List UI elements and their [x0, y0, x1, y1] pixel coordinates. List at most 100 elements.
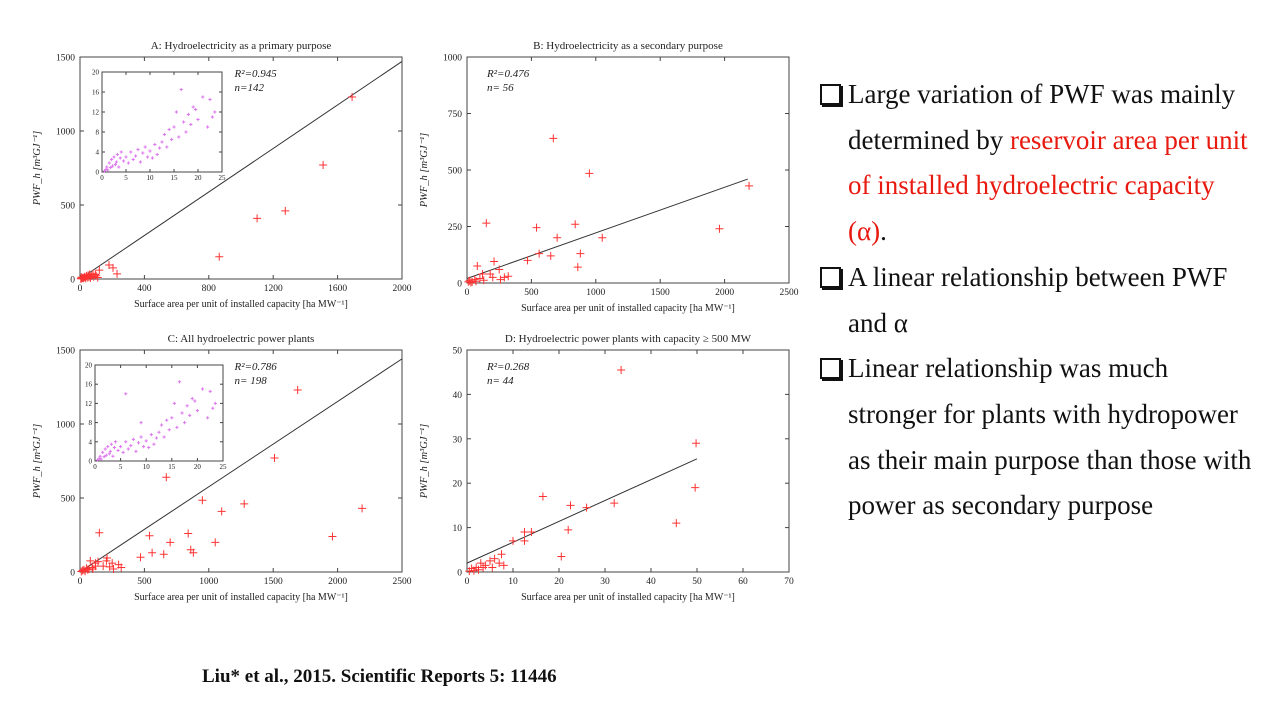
- data-point: [549, 134, 558, 143]
- inset-data-point: [213, 110, 217, 114]
- plot-frame: [466, 349, 790, 573]
- stat-label: n=142: [235, 82, 265, 94]
- inset-data-point: [201, 95, 205, 99]
- bullet-text-part: .: [880, 216, 887, 247]
- inset-y-tick-label: 20: [92, 69, 100, 77]
- inset-data-point: [170, 416, 174, 420]
- inset-data-point: [170, 137, 174, 142]
- inset-data-point: [136, 441, 141, 445]
- inset-data-point: [106, 445, 110, 449]
- inset-data-point: [119, 445, 123, 449]
- x-tick-label: 1000: [586, 288, 605, 298]
- inset-x-tick-label: 5: [124, 174, 128, 182]
- data-point: [672, 519, 681, 528]
- data-point: [495, 265, 504, 274]
- inset-data-point: [167, 127, 171, 132]
- y-tick-label: 1500: [56, 347, 75, 357]
- data-point: [476, 559, 485, 568]
- inset-data-point: [109, 442, 113, 446]
- inset-data-point: [126, 447, 130, 451]
- data-point: [478, 269, 487, 278]
- data-point: [293, 385, 302, 394]
- data-point: [217, 507, 226, 516]
- inset-data-point: [150, 156, 154, 160]
- data-point: [582, 503, 591, 512]
- inset-data-point: [107, 452, 111, 456]
- inset-data-point: [189, 122, 193, 127]
- data-point: [509, 536, 517, 545]
- data-point: [465, 567, 474, 576]
- checkbox-bullet-icon: [820, 358, 841, 380]
- x-tick-label: 2500: [393, 577, 412, 587]
- data-point: [566, 501, 575, 510]
- y-tick-label: 10: [453, 524, 463, 534]
- y-tick-label: 0: [457, 280, 462, 290]
- x-tick-label: 400: [137, 284, 152, 294]
- bullet-list: Large variation of PWF was mainly determ…: [818, 72, 1258, 529]
- x-axis-label: Surface area per unit of installed capac…: [134, 592, 348, 603]
- stat-label: n= 198: [235, 375, 268, 387]
- data-point: [211, 538, 220, 547]
- data-point: [77, 273, 86, 282]
- inset-data-point: [185, 404, 189, 408]
- inset-data-point: [184, 130, 188, 134]
- data-point: [523, 256, 532, 265]
- x-axis-label: Surface area per unit of installed capac…: [521, 592, 735, 603]
- inset-y-tick-label: 12: [92, 109, 100, 117]
- inset-x-tick-label: 5: [119, 463, 123, 471]
- inset-data-point: [206, 125, 210, 129]
- data-point: [488, 273, 497, 282]
- inset-data-point: [195, 409, 199, 413]
- inset-data-point: [134, 154, 138, 158]
- inset-data-point: [108, 449, 112, 453]
- data-point: [490, 257, 499, 266]
- data-point: [527, 528, 536, 537]
- inset-data-point: [99, 457, 103, 461]
- data-point: [482, 219, 491, 228]
- bullet-text-part: Large variation of PWF was mainly determ…: [848, 79, 1236, 155]
- data-point: [166, 538, 175, 547]
- data-point: [148, 548, 157, 557]
- data-point: [617, 365, 626, 374]
- inset-data-point: [107, 161, 111, 165]
- inset-data-point: [162, 132, 166, 137]
- x-tick-label: 40: [646, 577, 656, 587]
- data-point: [198, 496, 207, 505]
- data-point: [186, 545, 195, 554]
- inset-data-point: [152, 442, 156, 446]
- data-point: [104, 260, 113, 269]
- stat-label: n= 56: [487, 82, 514, 94]
- inset-y-tick-label: 16: [92, 89, 100, 97]
- data-point: [553, 233, 562, 242]
- data-point: [102, 556, 111, 565]
- inset-data-point: [113, 440, 118, 444]
- inset-plot-frame: [94, 364, 224, 462]
- data-point: [479, 563, 488, 572]
- data-point: [488, 563, 497, 572]
- data-point: [473, 262, 482, 271]
- fit-line: [79, 358, 403, 573]
- data-point: [745, 181, 754, 190]
- data-point: [113, 269, 122, 278]
- inset-y-tick-label: 0: [96, 169, 100, 177]
- data-point: [99, 562, 108, 571]
- inset-data-point: [124, 392, 128, 396]
- bullet-text-part: Linear relationship was much stronger fo…: [848, 353, 1252, 521]
- chart-title: B: Hydroelectricity as a secondary purpo…: [533, 40, 723, 52]
- inset-data-point: [105, 165, 109, 169]
- checkbox-bullet-icon: [820, 266, 841, 288]
- x-tick-label: 0: [78, 577, 83, 587]
- bullet-highlight-text: reservoir area per unit of installed hyd…: [848, 124, 1248, 247]
- x-tick-label: 30: [600, 577, 610, 587]
- data-point: [95, 528, 104, 537]
- data-point: [571, 220, 580, 229]
- y-axis-label: PWF_h [m³GJ⁻¹]: [32, 424, 43, 500]
- inset-data-point: [119, 150, 123, 154]
- inset-data-point: [183, 421, 187, 425]
- inset-data-point: [179, 87, 183, 92]
- data-point: [464, 277, 473, 286]
- x-tick-label: 800: [202, 284, 217, 294]
- inset-x-tick-label: 0: [93, 463, 97, 471]
- x-tick-label: 2000: [715, 288, 734, 298]
- inset-data-point: [129, 444, 133, 448]
